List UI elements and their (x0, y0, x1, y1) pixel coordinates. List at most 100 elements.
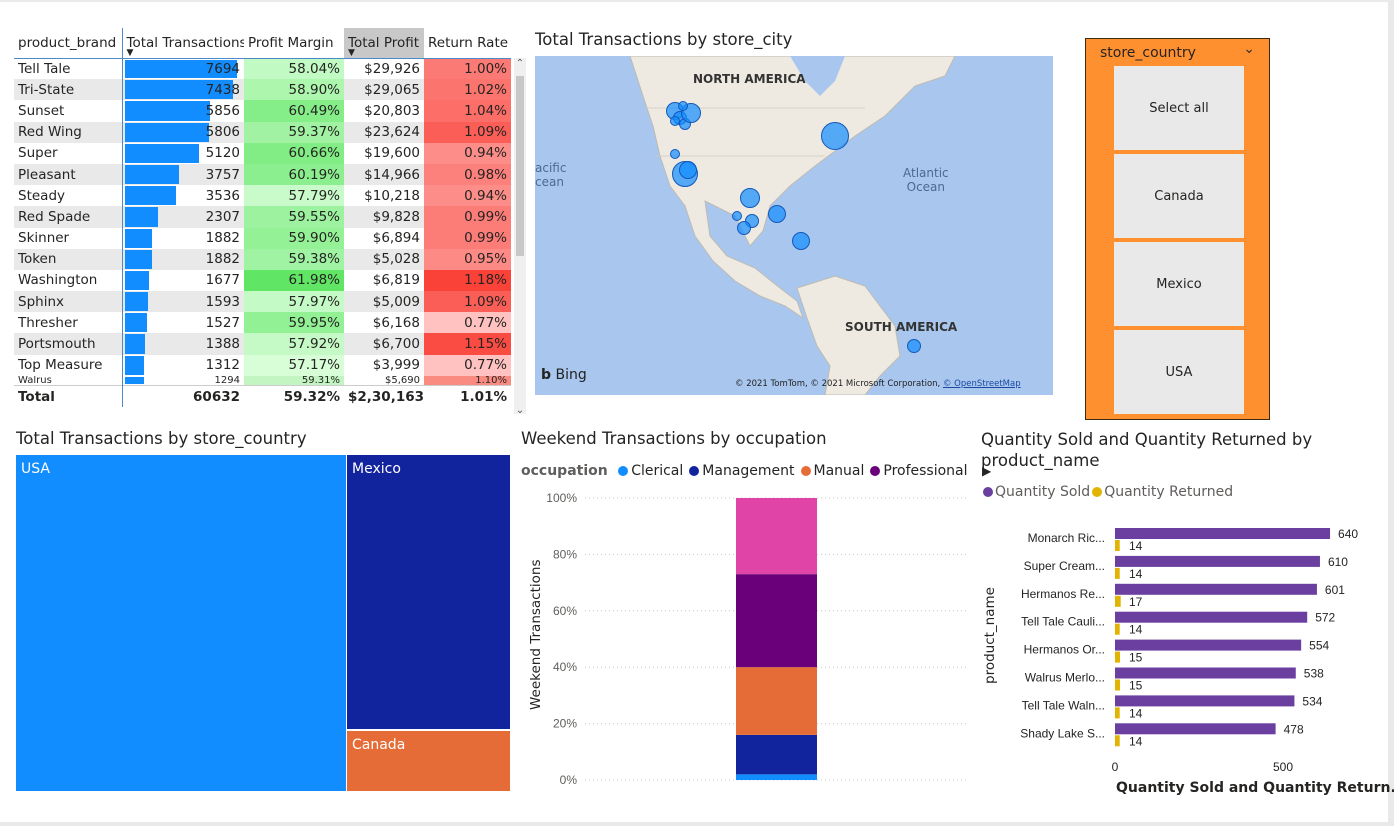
bar-quantity-sold[interactable] (1115, 723, 1276, 735)
table-row-partial[interactable]: Walrus 1294 59.31% $5,690 1.10% (14, 375, 511, 386)
y-tick-label: 20% (553, 717, 577, 731)
cell-brand: Token (14, 248, 123, 270)
y-tick-label: 80% (553, 547, 577, 561)
bar-quantity-returned[interactable] (1115, 540, 1120, 551)
table-row[interactable]: Sunset 5856 60.49% $20,803 1.04% (14, 100, 511, 122)
scrollbar-thumb[interactable] (516, 76, 524, 256)
table-row[interactable]: Red Wing 5806 59.37% $23,624 1.09% (14, 121, 511, 143)
table-scrollbar[interactable]: ⌃ ⌄ (514, 58, 526, 416)
map-copyright-text: © 2021 TomTom, © 2021 Microsoft Corporat… (735, 379, 941, 389)
treemap-tile-mexico[interactable]: Mexico (347, 455, 510, 729)
transactions-bar (124, 186, 176, 206)
cell-profit: $6,894 (372, 230, 420, 247)
bar-quantity-returned[interactable] (1115, 707, 1120, 719)
cell-profit: $5,009 (344, 291, 424, 313)
y-tick-label: 40% (553, 660, 577, 674)
table-row[interactable]: Top Measure 1312 57.17% $3,999 0.77% (14, 354, 511, 376)
store-country-slicer[interactable]: store_country ⌄ Select all Canada Mexico… (1085, 38, 1270, 420)
table-row[interactable]: Thresher 1527 59.95% $6,168 0.77% (14, 312, 511, 334)
bar-quantity-returned[interactable] (1115, 567, 1120, 579)
city-bubble[interactable] (670, 149, 680, 159)
city-bubble[interactable] (732, 211, 742, 221)
city-bubble[interactable] (737, 221, 751, 235)
bar-quantity-returned[interactable] (1115, 679, 1121, 691)
bar-quantity-sold[interactable] (1115, 695, 1295, 707)
stack-segment-management[interactable] (736, 734, 817, 775)
treemap-tile-canada[interactable]: Canada (347, 731, 510, 791)
transactions-bar (124, 376, 144, 384)
table-row[interactable]: Washington 1677 61.98% $6,819 1.18% (14, 269, 511, 292)
legend-item-quantity-sold[interactable]: Quantity Sold (975, 484, 1090, 500)
stack-segment-manual[interactable] (736, 667, 817, 735)
bar-quantity-sold[interactable] (1115, 611, 1308, 623)
category-label: Shady Lake S... (1020, 726, 1105, 740)
legend-dot-icon (689, 466, 700, 476)
table-row[interactable]: Red Spade 2307 59.55% $9,828 0.99% (14, 206, 511, 228)
treemap-tile-usa[interactable]: USA (16, 455, 346, 791)
legend-item-quantity-returned[interactable]: Quantity Returned (1090, 484, 1233, 500)
slicer-option-select-all[interactable]: Select all (1114, 66, 1244, 150)
bar-quantity-returned[interactable] (1115, 623, 1120, 635)
city-bubble[interactable] (821, 122, 849, 150)
brand-table[interactable]: product_brand Total Transactions ▼ Profit… (14, 28, 526, 416)
cell-transactions-value: 7694 (205, 60, 240, 77)
header-total-profit[interactable]: Total Profit ▼ (344, 28, 424, 59)
table-row[interactable]: Pleasant 3757 60.19% $14,966 0.98% (14, 163, 511, 186)
legend-item-clerical[interactable]: Clerical (612, 463, 683, 479)
city-bubble[interactable] (670, 116, 680, 126)
weekend-chart[interactable]: 0% 20% 40% 60% 80% 100% (540, 485, 970, 790)
country-treemap[interactable]: USA Mexico Canada (16, 455, 510, 791)
table-row[interactable]: Skinner 1882 59.90% $6,894 0.99% (14, 227, 511, 249)
legend-item-manual[interactable]: Manual (795, 463, 864, 479)
table-row[interactable]: Token 1882 59.38% $5,028 0.95% (14, 248, 511, 270)
table-row[interactable]: Super 5120 60.66% $19,600 0.94% (14, 142, 511, 164)
stack-segment-clerical[interactable] (736, 774, 817, 780)
city-bubble[interactable] (679, 161, 697, 179)
header-return-rate[interactable]: Return Rate (424, 28, 511, 59)
scroll-down-icon[interactable]: ⌄ (515, 405, 525, 416)
legend-label: Professional (883, 463, 968, 479)
slicer-option-mexico[interactable]: Mexico (1114, 242, 1244, 326)
legend-item-management[interactable]: Management (683, 463, 795, 479)
header-product-brand[interactable]: product_brand (14, 28, 122, 59)
y-tick-label: 60% (553, 604, 577, 618)
bar-quantity-returned[interactable] (1115, 735, 1120, 747)
bar-quantity-sold[interactable] (1115, 528, 1331, 539)
table-row[interactable]: Steady 3536 57.79% $10,218 0.94% (14, 185, 511, 207)
bar-quantity-sold[interactable] (1115, 639, 1302, 651)
table-row[interactable]: Tri-State 7438 58.90% $29,065 1.02% (14, 79, 511, 101)
legend-next-icon[interactable]: ▶ (981, 464, 992, 478)
table-row[interactable]: Portsmouth 1388 57.92% $6,700 1.15% (14, 333, 511, 355)
legend-item-professional[interactable]: Professional (864, 463, 968, 479)
qty-ylabel: product_name (982, 587, 998, 684)
cell-margin: 60.19% (244, 163, 344, 186)
slicer-option-canada[interactable]: Canada (1114, 154, 1244, 238)
cell-profit: $6,168 (372, 314, 420, 331)
cell-transactions-value: 5806 (205, 124, 240, 141)
scroll-up-icon[interactable]: ⌃ (515, 58, 525, 69)
table-row[interactable]: Sphinx 1593 57.97% $5,009 1.09% (14, 291, 511, 313)
stack-segment-skilled-manual[interactable] (736, 498, 817, 575)
city-map[interactable]: NORTH AMERICA SOUTH AMERICA Atlantic Oce… (535, 56, 1053, 395)
city-bubble[interactable] (678, 101, 688, 111)
qty-chart[interactable]: Monarch Ric... 640 14 Super Cream... 610 14 He… (1000, 520, 1380, 780)
cell-transactions: 5856 (122, 100, 244, 121)
cell-brand: Red Wing (14, 121, 123, 143)
header-total-transactions[interactable]: Total Transactions ▼ (121, 28, 244, 59)
city-bubble[interactable] (740, 188, 760, 208)
stack-segment-professional[interactable] (736, 574, 817, 668)
table-row[interactable]: Tell Tale 7694 58.04% $29,926 1.00% (14, 58, 511, 80)
header-profit-margin[interactable]: Profit Margin (244, 28, 344, 59)
bar-quantity-sold[interactable] (1115, 583, 1317, 595)
city-bubble[interactable] (768, 205, 786, 223)
chevron-down-icon[interactable]: ⌄ (1243, 41, 1255, 57)
city-bubble[interactable] (792, 232, 810, 250)
osm-link[interactable]: © OpenStreetMap (942, 379, 1021, 389)
bar-quantity-sold[interactable] (1115, 555, 1320, 567)
bar-quantity-returned[interactable] (1115, 651, 1121, 663)
bar-quantity-sold[interactable] (1115, 667, 1296, 679)
slicer-option-usa[interactable]: USA (1114, 330, 1244, 414)
city-bubble[interactable] (907, 339, 921, 353)
cell-margin: 59.31% (244, 375, 344, 386)
bar-quantity-returned[interactable] (1115, 595, 1121, 607)
